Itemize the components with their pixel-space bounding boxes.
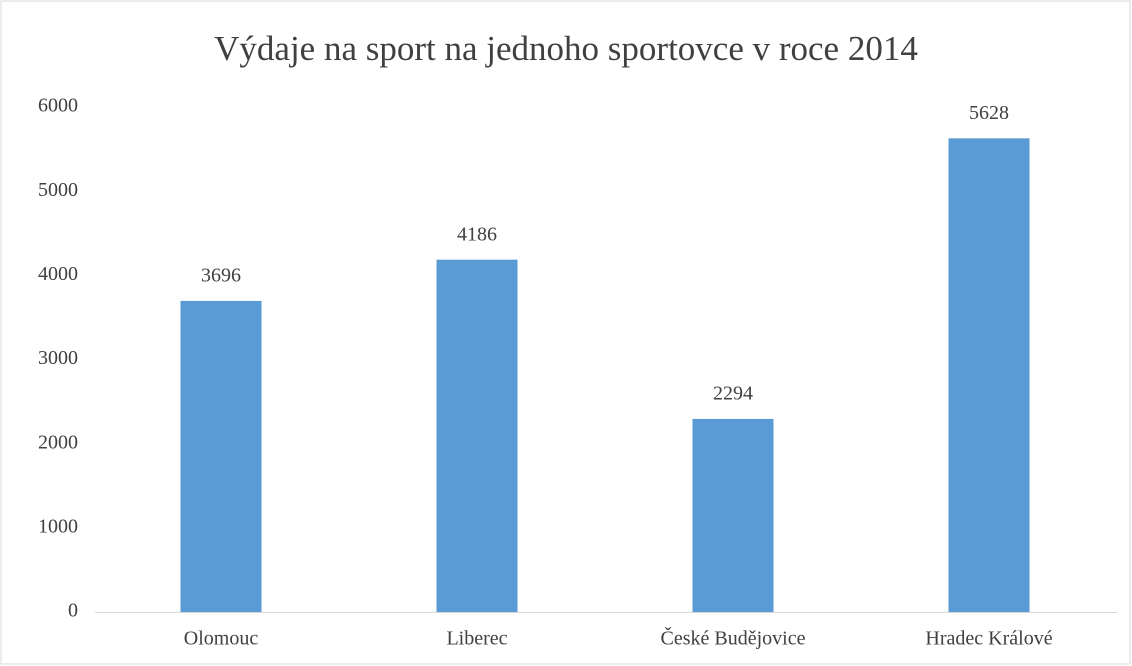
y-tick-label: 6000 — [38, 95, 78, 117]
data-label: 3696 — [201, 265, 241, 287]
x-tick-label: České Budějovice — [661, 626, 806, 650]
y-tick-label: 2000 — [38, 431, 78, 453]
bar — [436, 259, 518, 612]
y-tick-label: 4000 — [38, 263, 78, 285]
x-tick-label: Hradec Králové — [925, 628, 1052, 650]
bar — [948, 138, 1030, 612]
y-tick-label: 3000 — [38, 347, 78, 369]
data-label: 5628 — [969, 102, 1009, 124]
x-tick-label: Olomouc — [184, 628, 259, 650]
bar — [692, 418, 774, 612]
data-label: 4186 — [457, 223, 497, 245]
y-tick-label: 5000 — [38, 179, 78, 201]
data-label: 2294 — [713, 383, 753, 405]
x-tick-label: Liberec — [446, 628, 507, 650]
y-tick-label: 0 — [68, 600, 78, 622]
y-tick-label: 1000 — [38, 515, 78, 537]
bar — [180, 300, 262, 612]
chart-title: Výdaje na sport na jednoho sportovce v r… — [214, 29, 918, 68]
